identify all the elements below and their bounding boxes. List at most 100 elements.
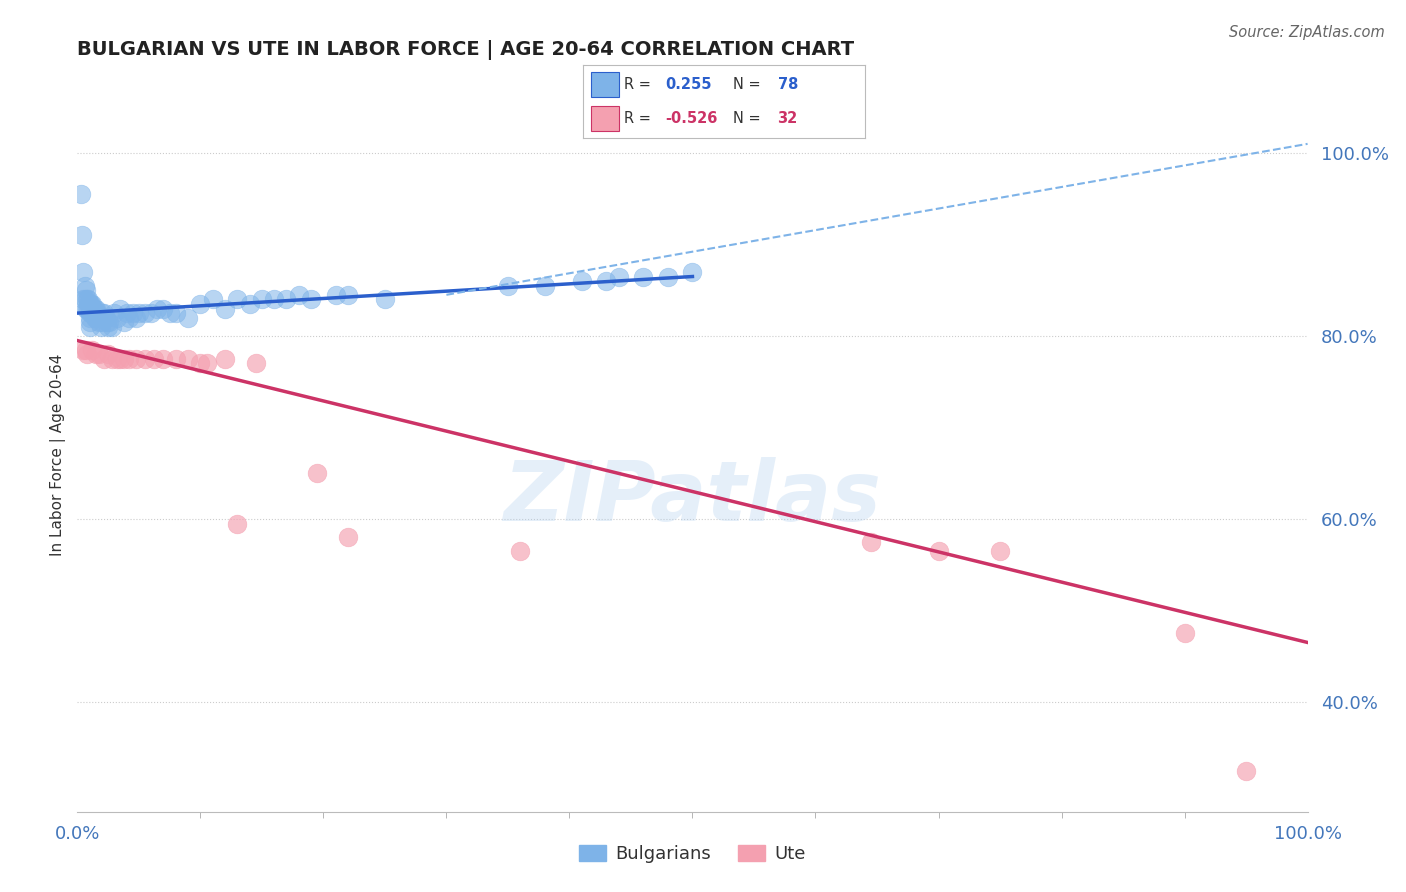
Point [118, 351, 141, 366]
Point [79, 315, 101, 329]
Point [201, 293, 224, 307]
Point [299, 293, 322, 307]
Point [87, 310, 110, 325]
Point [121, 306, 143, 320]
Point [86, 306, 108, 320]
Point [112, 351, 135, 366]
Point [93, 306, 115, 320]
Point [859, 534, 882, 549]
Point [89, 315, 111, 329]
Point [226, 293, 249, 307]
Point [112, 315, 135, 329]
Point [188, 356, 212, 370]
Point [159, 306, 181, 320]
Point [77, 293, 100, 307]
Point [79, 306, 101, 320]
Point [73, 278, 96, 293]
Point [988, 544, 1011, 558]
Point [682, 265, 704, 279]
Point [165, 351, 187, 366]
Point [115, 306, 138, 320]
Point [96, 315, 118, 329]
Point [239, 297, 262, 311]
Point [633, 269, 655, 284]
Point [101, 351, 124, 366]
Text: N =: N = [733, 111, 761, 126]
Point [82, 306, 104, 320]
Text: N =: N = [733, 78, 761, 93]
Point [72, 343, 94, 357]
Text: 32: 32 [778, 111, 797, 126]
Point [134, 351, 156, 366]
Point [177, 310, 200, 325]
Point [90, 306, 114, 320]
Point [75, 343, 97, 357]
Text: -0.526: -0.526 [665, 111, 717, 126]
Point [80, 297, 103, 311]
Point [146, 301, 169, 316]
Point [188, 297, 212, 311]
Point [1174, 626, 1197, 640]
Point [90, 319, 112, 334]
Point [101, 319, 124, 334]
Point [214, 351, 236, 366]
Point [94, 310, 117, 325]
Point [276, 293, 298, 307]
Point [263, 293, 285, 307]
Point [125, 310, 148, 325]
Point [152, 301, 174, 316]
Point [307, 467, 329, 481]
Point [128, 306, 150, 320]
Point [1234, 764, 1257, 778]
Point [72, 293, 94, 307]
Point [84, 301, 107, 316]
Point [76, 293, 98, 307]
Point [250, 293, 273, 307]
Point [152, 351, 174, 366]
Point [125, 351, 148, 366]
Point [82, 301, 104, 316]
Point [97, 319, 120, 334]
Point [214, 301, 236, 316]
Point [288, 288, 311, 302]
Point [84, 310, 107, 325]
Point [90, 315, 114, 329]
Point [141, 306, 163, 320]
Text: BULGARIAN VS UTE IN LABOR FORCE | AGE 20-64 CORRELATION CHART: BULGARIAN VS UTE IN LABOR FORCE | AGE 20… [77, 40, 855, 60]
Point [80, 306, 103, 320]
Text: 0.255: 0.255 [665, 78, 711, 93]
Point [118, 310, 141, 325]
Point [142, 351, 165, 366]
Y-axis label: In Labor Force | Age 20-64: In Labor Force | Age 20-64 [51, 354, 66, 556]
Point [165, 306, 187, 320]
Point [79, 319, 101, 334]
Point [97, 347, 120, 361]
Point [110, 351, 132, 366]
Point [110, 301, 132, 316]
Point [226, 516, 249, 531]
Point [607, 269, 630, 284]
Point [75, 301, 97, 316]
Point [89, 347, 111, 361]
Point [84, 347, 107, 361]
Text: R =: R = [624, 111, 651, 126]
Point [105, 310, 128, 325]
Point [82, 343, 104, 357]
Point [76, 347, 98, 361]
Point [79, 310, 101, 325]
Point [245, 356, 267, 370]
Point [83, 310, 105, 325]
Point [534, 278, 557, 293]
Point [337, 530, 360, 544]
Point [79, 301, 101, 316]
Point [82, 306, 104, 320]
Point [105, 351, 128, 366]
Point [177, 351, 200, 366]
Point [374, 293, 396, 307]
Point [98, 315, 121, 329]
Point [657, 269, 679, 284]
Point [509, 544, 531, 558]
Point [134, 306, 156, 320]
Point [337, 288, 360, 302]
Legend: Bulgarians, Ute: Bulgarians, Ute [572, 838, 813, 871]
